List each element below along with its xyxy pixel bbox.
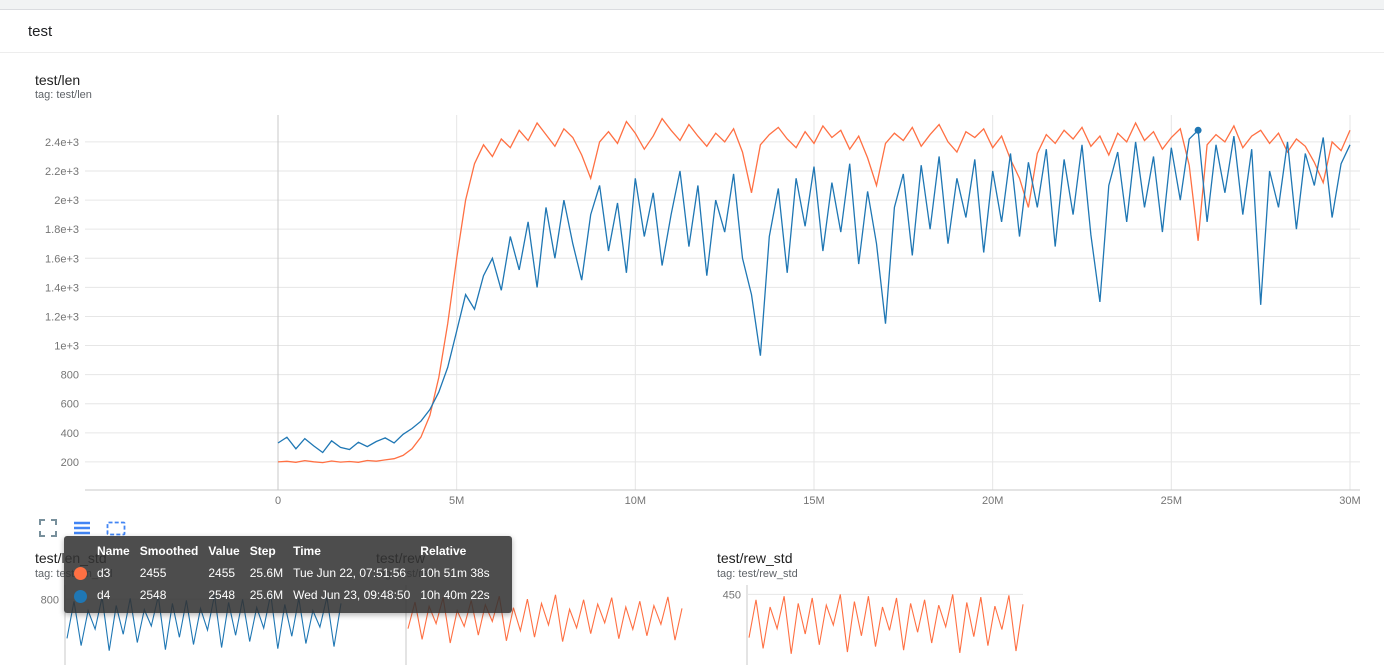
run-name: d4 [97,588,111,603]
series-d3-line [407,594,683,644]
svg-text:5M: 5M [449,495,464,507]
section-title: test [28,22,53,40]
chart-toolbar [36,516,128,540]
svg-text:1.6e+3: 1.6e+3 [45,253,79,265]
series-d4-line [66,593,342,651]
tooltip-col-step: Step [249,544,276,558]
svg-text:200: 200 [61,457,79,469]
mini-chart-tag: tag: test/rew_std [717,568,798,580]
svg-text:15M: 15M [803,495,824,507]
mini-chart-canvas-rew-std[interactable]: 450 [707,585,1029,665]
tooltip-row-d3: d3 2455 2455 25.6M Tue Jun 22, 07:51:56 … [74,562,500,584]
svg-text:0: 0 [275,495,281,507]
run-value: 2548 [208,588,236,603]
main-chart-canvas[interactable]: 200 400 600 800 1e+3 1.2e+3 1.4e+3 1.6e+3 1.8e+3… [25,103,1370,507]
svg-text:1.2e+3: 1.2e+3 [45,311,79,323]
tooltip-col-name: Name [97,544,130,558]
svg-text:10M: 10M [625,495,646,507]
series-d4-line [277,128,1351,454]
tooltip-col-dot [74,540,97,562]
run-smoothed: 2455 [139,566,167,581]
run-color-dot-d4 [74,589,87,603]
svg-text:30M: 30M [1339,495,1360,507]
tooltip-col-smoothed: Smoothed [139,544,199,558]
run-relative: 10h 51m 38s [420,566,490,581]
svg-text:2.2e+3: 2.2e+3 [45,166,79,178]
tooltip-col-relative: Relative [420,544,467,558]
run-time: Tue Jun 22, 07:51:56 [293,566,407,581]
main-chart-tag: tag: test/len [35,89,92,101]
hamburger-menu-icon[interactable] [70,516,94,540]
run-smoothed: 2548 [139,588,167,603]
run-time: Wed Jun 23, 09:48:50 [293,588,411,603]
section-header-test[interactable]: test [0,10,1384,53]
mini-chart-card-rew-std: test/rew_std tag: test/rew_std 450 [707,550,1032,665]
run-color-dot-d3 [74,567,87,581]
svg-text:600: 600 [61,399,79,411]
run-step: 25.6M [249,588,284,603]
svg-text:800: 800 [61,370,79,382]
tooltip-col-time: Time [293,544,321,558]
top-strip [0,0,1384,10]
svg-text:450: 450 [723,589,741,601]
tooltip-col-value: Value [208,544,240,558]
hover-tooltip: Name Smoothed Value Step Time Relative d… [64,536,512,613]
run-value: 2455 [208,566,236,581]
run-relative: 10h 40m 22s [420,588,490,603]
svg-text:400: 400 [61,428,79,440]
svg-text:2.4e+3: 2.4e+3 [45,137,79,149]
tooltip-row-d4: d4 2548 2548 25.6M Wed Jun 23, 09:48:50 … [74,584,500,606]
svg-text:2e+3: 2e+3 [54,195,79,207]
svg-text:1e+3: 1e+3 [54,341,79,353]
mini-chart-title: test/rew_std [717,550,793,566]
svg-text:1.4e+3: 1.4e+3 [45,282,79,294]
svg-text:1.8e+3: 1.8e+3 [45,224,79,236]
svg-text:20M: 20M [982,495,1003,507]
run-step: 25.6M [249,566,284,581]
main-chart-title: test/len [35,72,81,88]
svg-text:25M: 25M [1161,495,1182,507]
svg-text:800: 800 [41,594,59,606]
fullscreen-icon[interactable] [36,516,60,540]
series-d3-line [748,594,1024,654]
selection-box-icon[interactable] [104,516,128,540]
tooltip-table: Name Smoothed Value Step Time Relative d… [74,540,500,607]
run-name: d3 [97,566,111,581]
series-d3-line [277,117,1351,464]
hover-marker-dot [1194,126,1202,134]
